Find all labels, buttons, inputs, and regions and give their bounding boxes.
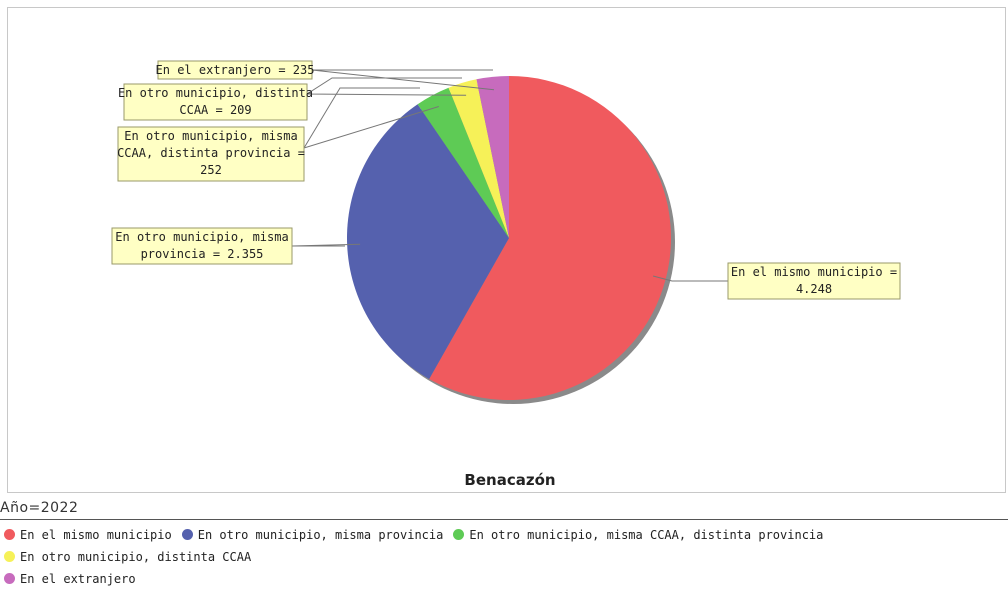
slice-label-text: En el extranjero = 235: [156, 63, 315, 77]
slice-label-text: 252: [200, 163, 222, 177]
leader-line-4: [305, 77, 467, 96]
legend-item-4: En otro municipio, distinta CCAA: [0, 546, 251, 568]
slice-label-text: En otro municipio, misma: [115, 230, 288, 244]
pie-slice-5: [476, 76, 509, 238]
slice-label-box: [727, 262, 901, 300]
slice-label-box: [123, 83, 308, 121]
legend-swatch: [181, 529, 193, 540]
legend-label: En otro municipio, misma provincia: [197, 528, 444, 542]
leader-line-5: [311, 69, 495, 91]
slice-label-text: En el mismo municipio =: [731, 265, 897, 279]
slice-label-text: 4.248: [796, 282, 832, 296]
slice-label-2: En otro municipio, misma provincia = 2.35…: [111, 227, 293, 265]
pie-slice-1: [429, 76, 672, 400]
legend-swatch: [453, 529, 465, 540]
legend-label: En el mismo municipio: [20, 528, 172, 542]
chart-subtitle: Año=2022: [0, 500, 79, 516]
leader-line-1: [652, 275, 728, 282]
slice-label-3: En otro municipio, misma CCAA, distinta p…: [117, 126, 305, 182]
legend-swatch: [4, 573, 15, 584]
slice-label-box: [157, 60, 313, 80]
pie-chart: En el mismo municipio = 4.248 En otro muni…: [111, 60, 901, 489]
slice-label-box: [117, 126, 305, 182]
legend-swatch: [4, 551, 15, 562]
pie-slice-4: [448, 79, 509, 238]
legend-label: En otro municipio, misma CCAA, distinta …: [469, 528, 824, 542]
chart-title: Benacazón: [464, 471, 555, 489]
legend-item-5: En el extranjero: [0, 568, 136, 590]
leader-line-3: [302, 87, 439, 149]
legend-item-2: En otro municipio, misma provincia: [178, 524, 444, 546]
legend-item-3: En otro municipio, misma CCAA, distinta …: [449, 524, 823, 546]
legend-swatch: [4, 529, 15, 540]
slice-label-text: CCAA, distinta provincia =: [117, 146, 305, 160]
slice-label-box: [111, 227, 293, 265]
slice-label-text: CCAA = 209: [179, 103, 251, 117]
slice-label-text: En otro municipio, misma: [124, 129, 297, 143]
slice-label-4: En otro municipio, distinta CCAA = 209: [118, 83, 313, 121]
slice-label-text: En otro municipio, distinta: [118, 86, 313, 100]
slice-label-5: En el extranjero = 235: [156, 60, 315, 80]
pie-slice-2: [347, 104, 509, 379]
legend-divider: [0, 519, 1008, 520]
pie-slice-3: [417, 87, 509, 238]
legend: En el mismo municipio En otro municipio, …: [0, 524, 1008, 590]
slice-label-1: En el mismo municipio = 4.248: [727, 262, 901, 300]
legend-label: En otro municipio, distinta CCAA: [20, 550, 252, 564]
slice-label-text: provincia = 2.355: [141, 247, 264, 261]
legend-label: En el extranjero: [20, 572, 136, 586]
legend-item-1: En el mismo municipio: [0, 524, 172, 546]
